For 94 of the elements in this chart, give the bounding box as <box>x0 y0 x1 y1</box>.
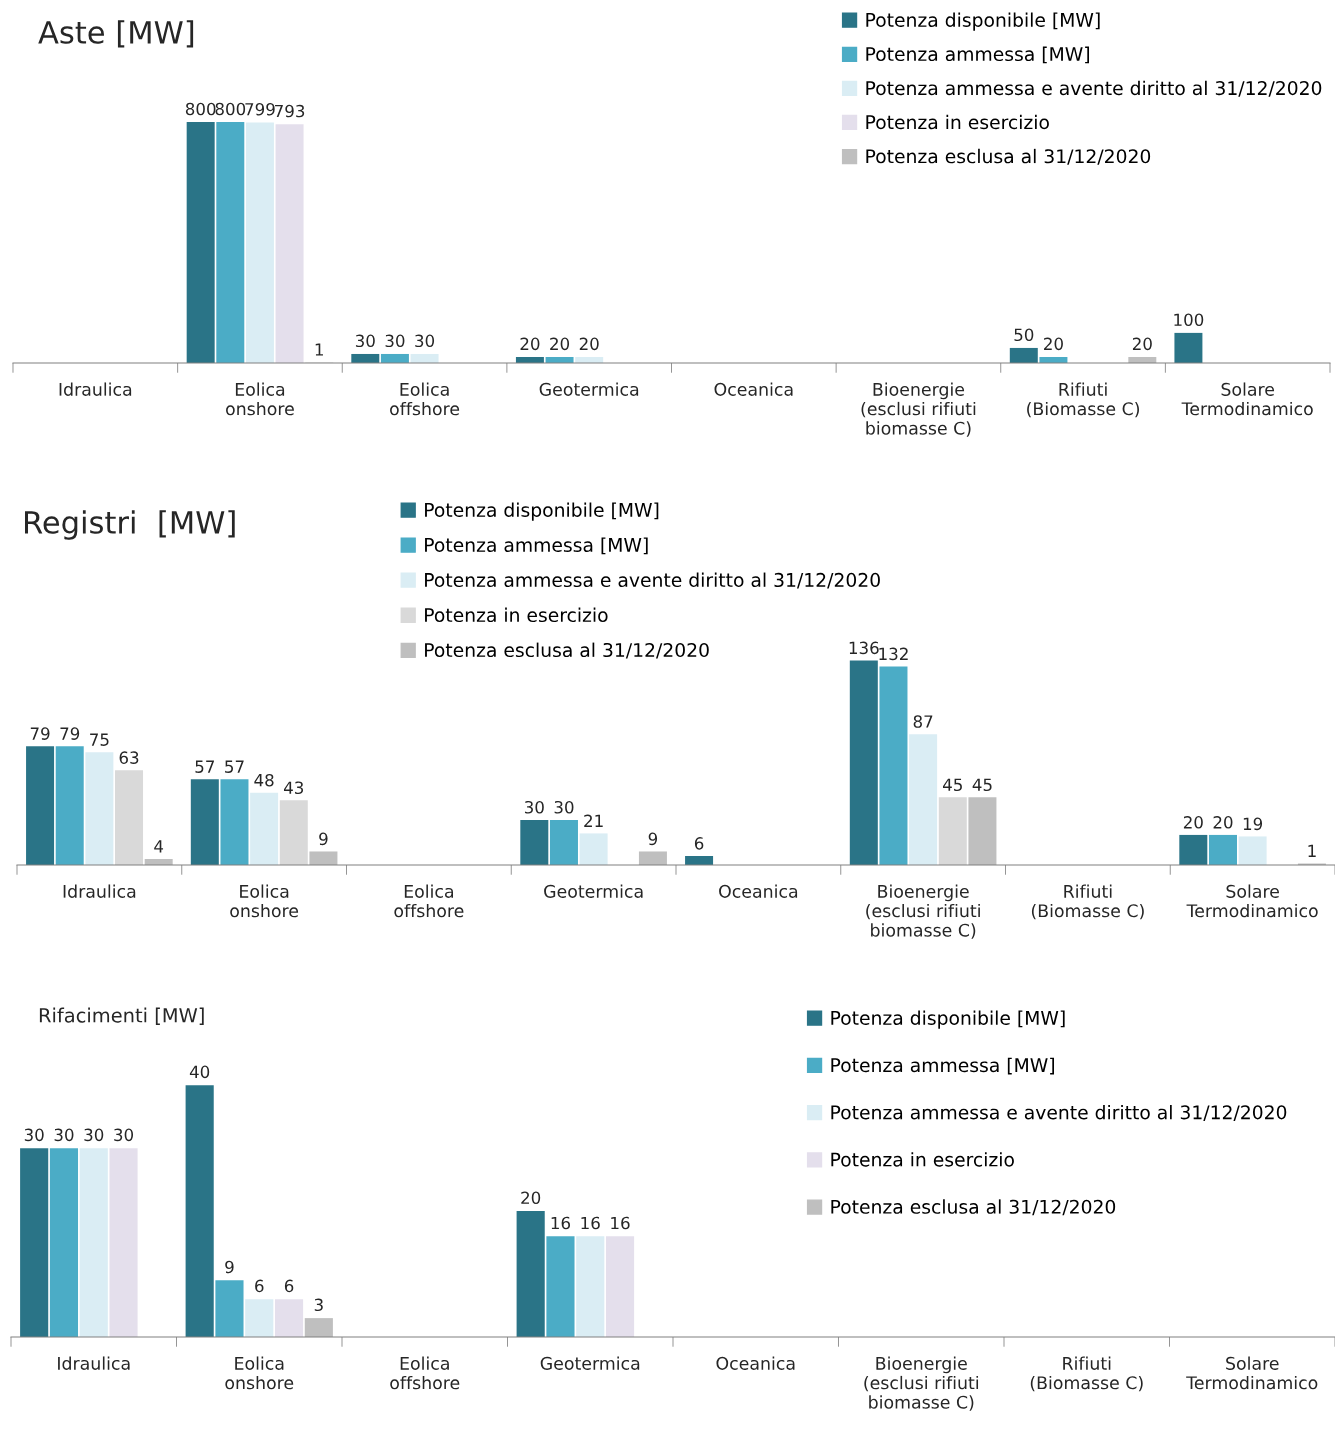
data-label: 16 <box>611 1216 630 1230</box>
data-label: 20 <box>520 337 540 351</box>
data-label: 87 <box>913 715 933 728</box>
data-label: 63 <box>119 751 139 764</box>
legend-label: Potenza ammessa e avente diritto al 31/12/2020 <box>425 572 880 589</box>
legend-label: Potenza ammessa [MW] <box>866 46 1089 64</box>
data-label: 800 <box>215 102 246 116</box>
x-tick-label: Eolica onshore <box>230 884 299 918</box>
data-label: 75 <box>90 733 109 746</box>
data-label: 30 <box>114 1128 134 1142</box>
data-label: 45 <box>942 778 962 792</box>
x-tick-label: Eolica offshore <box>394 884 464 918</box>
legend-label: Potenza esclusa al 31/12/2020 <box>831 1199 1116 1216</box>
x-tick-label: Geotermica <box>540 1356 640 1370</box>
x-tick-label: Rifiuti (Biomasse C) <box>1030 1356 1143 1392</box>
data-label: 799 <box>245 102 275 116</box>
legend-label: Potenza ammessa e avente diritto al 31/12/2020 <box>831 1104 1287 1121</box>
x-tick-label: Idraulica <box>59 382 132 396</box>
data-label: 48 <box>254 773 274 787</box>
data-label: 20 <box>579 337 599 351</box>
x-tick-label: Eolica offshore <box>390 382 460 416</box>
data-label: 79 <box>60 727 80 740</box>
chart-title: Aste [MW] <box>38 20 194 48</box>
data-label: 793 <box>275 104 305 118</box>
data-label: 20 <box>1213 816 1233 829</box>
x-tick-label: Oceanica <box>714 382 793 396</box>
legend-label: Potenza ammessa [MW] <box>831 1057 1054 1075</box>
data-label: 136 <box>849 641 879 655</box>
legend-label: Potenza in esercizio <box>866 114 1049 130</box>
data-label: 20 <box>521 1191 541 1205</box>
x-tick-label: Geotermica <box>544 884 643 898</box>
x-tick-label: Bioenergie (esclusi rifiuti biomasse C) <box>861 382 976 437</box>
data-label: 100 <box>1174 313 1204 327</box>
x-tick-label: Geotermica <box>539 382 639 396</box>
data-label: 9 <box>225 1260 234 1274</box>
legend-label: Potenza disponibile [MW] <box>831 1010 1065 1029</box>
legend-label: Potenza ammessa [MW] <box>425 537 648 555</box>
data-label: 57 <box>195 760 214 773</box>
data-label: 20 <box>1183 816 1203 829</box>
data-label: 30 <box>385 334 405 348</box>
legend-label: Potenza esclusa al 31/12/2020 <box>425 642 709 659</box>
data-label: 6 <box>284 1279 294 1293</box>
data-label: 40 <box>189 1065 210 1079</box>
data-label: 9 <box>648 832 658 846</box>
x-tick-label: Solare Termodinamico <box>1181 382 1313 416</box>
data-label: 1 <box>1308 844 1316 857</box>
legend-label: Potenza esclusa al 31/12/2020 <box>866 148 1151 165</box>
x-tick-label: Rifiuti (Biomasse C) <box>1027 382 1139 418</box>
chart-title: Registri [MW] <box>25 510 235 540</box>
data-label: 20 <box>1132 337 1152 351</box>
data-label: 30 <box>84 1128 104 1142</box>
legend-label: Potenza in esercizio <box>425 607 608 623</box>
data-label: 16 <box>551 1216 571 1230</box>
data-label: 6 <box>255 1279 264 1293</box>
x-tick-label: Bioenergie (esclusi rifiuti biomasse C) <box>866 884 980 939</box>
data-label: 50 <box>1014 328 1034 342</box>
x-tick-label: Idraulica <box>58 1356 130 1370</box>
data-label: 19 <box>1243 817 1263 831</box>
x-tick-label: Solare Termodinamico <box>1186 884 1318 918</box>
data-label: 45 <box>972 778 992 792</box>
data-label: 57 <box>225 760 244 773</box>
data-label: 20 <box>550 337 570 351</box>
data-label: 43 <box>283 781 304 795</box>
data-label: 30 <box>554 800 574 814</box>
x-tick-label: Eolica onshore <box>226 382 294 416</box>
data-label: 1 <box>315 343 323 356</box>
data-label: 30 <box>54 1128 74 1142</box>
legend-label: Potenza in esercizio <box>831 1152 1014 1167</box>
data-label: 30 <box>415 334 435 348</box>
data-label: 30 <box>355 334 375 348</box>
data-label: 30 <box>524 800 544 814</box>
x-tick-label: Oceanica <box>716 1356 795 1370</box>
data-label: 6 <box>694 837 704 850</box>
data-label: 30 <box>24 1128 44 1142</box>
data-label: 21 <box>584 814 603 827</box>
data-label: 800 <box>185 102 216 116</box>
legend-label: Potenza disponibile [MW] <box>866 12 1100 31</box>
data-label: 20 <box>1044 337 1063 351</box>
x-tick-label: Solare Termodinamico <box>1186 1356 1318 1390</box>
data-label: 3 <box>314 1298 323 1312</box>
data-label: 9 <box>319 832 328 846</box>
x-tick-label: Eolica onshore <box>225 1356 294 1390</box>
x-tick-label: Bioenergie (esclusi rifiuti biomasse C) <box>864 1356 979 1411</box>
x-tick-label: Rifiuti (Biomasse C) <box>1031 884 1144 920</box>
x-tick-label: Oceanica <box>719 884 798 898</box>
chart-title: Rifacimenti [MW] <box>39 1007 204 1025</box>
legend-label: Potenza disponibile [MW] <box>425 502 659 521</box>
data-label: 132 <box>879 647 908 661</box>
legend-label: Potenza ammessa e avente diritto al 31/12/2020 <box>866 80 1322 97</box>
data-label: 79 <box>30 727 50 740</box>
x-tick-label: Eolica offshore <box>390 1356 460 1390</box>
x-tick-label: Idraulica <box>63 884 136 898</box>
data-label: 4 <box>154 840 164 853</box>
data-label: 16 <box>581 1216 600 1230</box>
